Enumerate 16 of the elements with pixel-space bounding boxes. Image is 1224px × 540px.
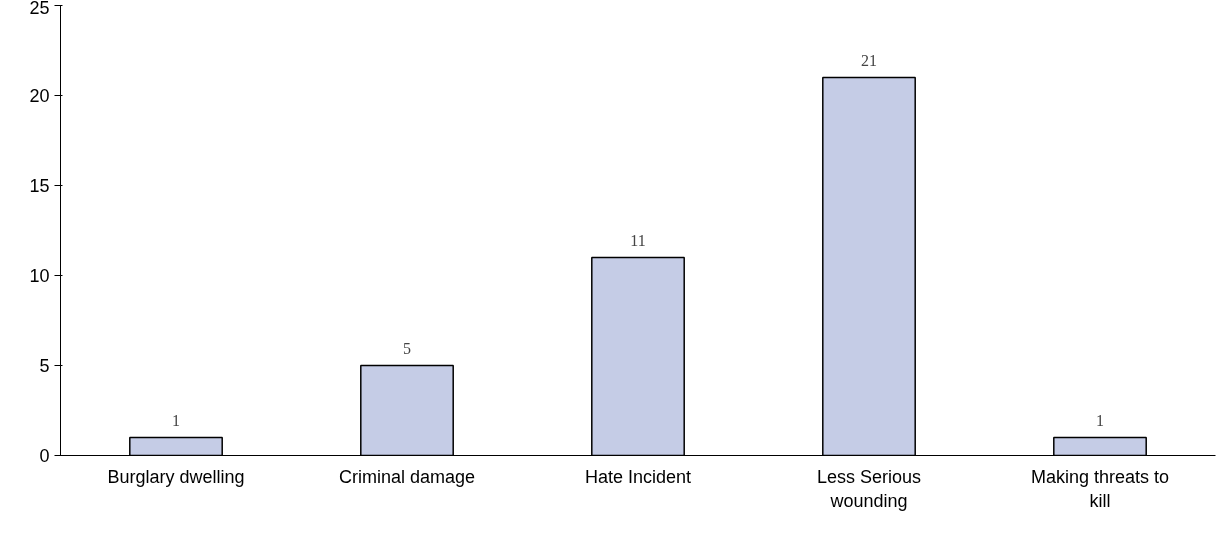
y-tick-label: 20 (29, 86, 50, 106)
data-label: 11 (630, 231, 646, 249)
y-tick-label: 5 (39, 356, 50, 376)
y-tick-label: 0 (39, 446, 50, 466)
x-tick-label: Making threats to kill (1030, 466, 1170, 511)
x-tick-label: Burglary dwelling (107, 466, 245, 487)
x-tick-label: Less Serious wounding (816, 466, 922, 511)
data-label: 5 (403, 339, 411, 357)
y-tick-label: 25 (29, 0, 50, 18)
y-tick-label: 15 (29, 176, 50, 196)
data-label: 1 (172, 411, 180, 429)
x-tick-label: Hate Incident (584, 466, 692, 487)
y-tick-label: 10 (29, 266, 50, 286)
x-tick-label: Criminal damage (338, 466, 476, 487)
data-label: 21 (861, 51, 877, 69)
data-label: 1 (1096, 411, 1104, 429)
